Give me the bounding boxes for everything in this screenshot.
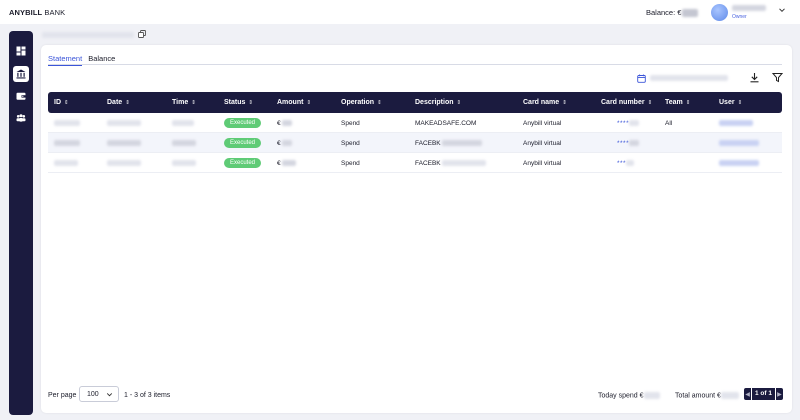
date-range-picker[interactable] <box>637 72 730 84</box>
cell-amount: € <box>277 113 292 133</box>
tab-divider <box>48 64 782 65</box>
chevron-down-icon[interactable] <box>778 6 786 16</box>
balance-label: Balance: € <box>646 8 682 17</box>
cell-card-name: Anybill virtual <box>523 119 562 127</box>
status-badge: Executed <box>224 158 262 168</box>
cell-operation: Spend <box>341 119 360 127</box>
today-spend: Today spend € <box>598 392 660 399</box>
column-header-description[interactable]: Description ⇕ <box>415 99 462 106</box>
per-page-value: 100 <box>87 390 99 398</box>
cell-date <box>107 113 141 133</box>
cell-id <box>54 133 80 153</box>
sidebar <box>9 31 33 415</box>
table-row[interactable]: Executed € Spend FACEBK Anybill virtual … <box>48 133 782 153</box>
cell-amount: € <box>277 153 296 173</box>
cell-team: All <box>665 119 673 127</box>
statement-card: Statement Balance ID ⇕ Date ⇕ Time ⇕ Status… <box>41 45 792 413</box>
brand-name-light: BANK <box>44 8 66 17</box>
cell-card-name: Anybill virtual <box>523 159 562 167</box>
table-footer: Per page 100 1 - 3 of 3 items Today spen… <box>41 383 792 413</box>
balance-display: Balance: € <box>646 8 699 18</box>
cell-operation: Spend <box>341 159 360 167</box>
download-icon[interactable] <box>749 72 760 83</box>
page-title <box>42 32 134 38</box>
user-name <box>732 5 766 11</box>
tab-statement[interactable]: Statement <box>48 54 83 66</box>
brand-name-bold: ANYBILL <box>9 8 43 17</box>
cell-description: MAKEADSAFE.COM <box>415 119 477 127</box>
user-role: Owner <box>732 14 747 20</box>
table-row[interactable]: Executed € Spend MAKEADSAFE.COM Anybill … <box>48 113 782 133</box>
status-badge: Executed <box>224 118 262 128</box>
per-page-label: Per page <box>48 392 77 399</box>
cell-id <box>54 153 78 173</box>
tab-balance[interactable]: Balance <box>88 54 116 63</box>
pagination: ◀ 1 of 1 ▶ <box>744 388 783 400</box>
column-header-time[interactable]: Time ⇕ <box>172 99 196 106</box>
cell-time <box>172 133 196 153</box>
next-page-button[interactable]: ▶ <box>777 391 782 398</box>
prev-page-button[interactable]: ◀ <box>745 391 750 398</box>
page-indicator: 1 of 1 <box>751 388 776 400</box>
table-header: ID ⇕ Date ⇕ Time ⇕ Status ⇕ Amount ⇕ Operatio… <box>48 92 782 113</box>
total-amount: Total amount € <box>675 392 739 399</box>
filter-icon[interactable] <box>772 72 783 83</box>
sidebar-item-team[interactable] <box>13 110 29 126</box>
team-icon <box>16 114 26 122</box>
cell-card-number: *** <box>617 153 635 173</box>
wallet-icon <box>16 92 26 100</box>
column-header-operation[interactable]: Operation ⇕ <box>341 99 382 106</box>
cell-amount: € <box>277 133 292 153</box>
per-page-select[interactable]: 100 <box>79 386 119 402</box>
cell-user <box>719 113 753 133</box>
chevron-down-icon <box>106 392 113 396</box>
cell-date <box>107 133 141 153</box>
balance-value <box>682 9 699 18</box>
statement-table: ID ⇕ Date ⇕ Time ⇕ Status ⇕ Amount ⇕ Operatio… <box>48 92 782 173</box>
avatar[interactable] <box>711 4 728 21</box>
cell-card-name: Anybill virtual <box>523 139 562 147</box>
sidebar-item-dashboard[interactable] <box>13 43 29 59</box>
status-badge: Executed <box>224 138 262 148</box>
cell-id <box>54 113 80 133</box>
tabs: Statement Balance <box>48 54 115 66</box>
column-header-status[interactable]: Status ⇕ <box>224 99 254 106</box>
column-header-card-number[interactable]: Card number ⇕ <box>601 99 653 106</box>
column-header-amount[interactable]: Amount ⇕ <box>277 99 312 106</box>
cell-card-number: **** <box>617 133 640 153</box>
cell-user <box>719 133 759 153</box>
column-header-date[interactable]: Date ⇕ <box>107 99 130 106</box>
cell-status: Executed <box>224 153 262 173</box>
sidebar-item-bank[interactable] <box>13 66 29 82</box>
cell-description: FACEBK <box>415 153 486 173</box>
column-header-user[interactable]: User ⇕ <box>719 99 743 106</box>
cell-description: FACEBK <box>415 133 482 153</box>
table-row[interactable]: Executed € Spend FACEBK Anybill virtual … <box>48 153 782 173</box>
cell-time <box>172 113 194 133</box>
bank-icon <box>16 69 26 79</box>
calendar-icon <box>637 74 646 83</box>
cell-operation: Spend <box>341 139 360 147</box>
cell-status: Executed <box>224 113 262 133</box>
column-header-card-name[interactable]: Card name ⇕ <box>523 99 567 106</box>
column-header-id[interactable]: ID ⇕ <box>54 99 69 106</box>
copy-icon[interactable] <box>138 30 146 38</box>
cell-user <box>719 153 759 173</box>
dashboard-icon <box>16 46 26 56</box>
items-count: 1 - 3 of 3 items <box>124 392 171 399</box>
cell-status: Executed <box>224 133 262 153</box>
brand-logo[interactable]: ANYBILL BANK <box>9 8 65 17</box>
cell-time <box>172 153 196 173</box>
top-bar: ANYBILL BANK Balance: € Owner <box>0 0 800 24</box>
date-range-value <box>650 75 728 81</box>
cell-card-number: **** <box>617 113 640 133</box>
sidebar-item-wallet[interactable] <box>13 88 29 104</box>
cell-date <box>107 153 141 173</box>
column-header-team[interactable]: Team ⇕ <box>665 99 691 106</box>
